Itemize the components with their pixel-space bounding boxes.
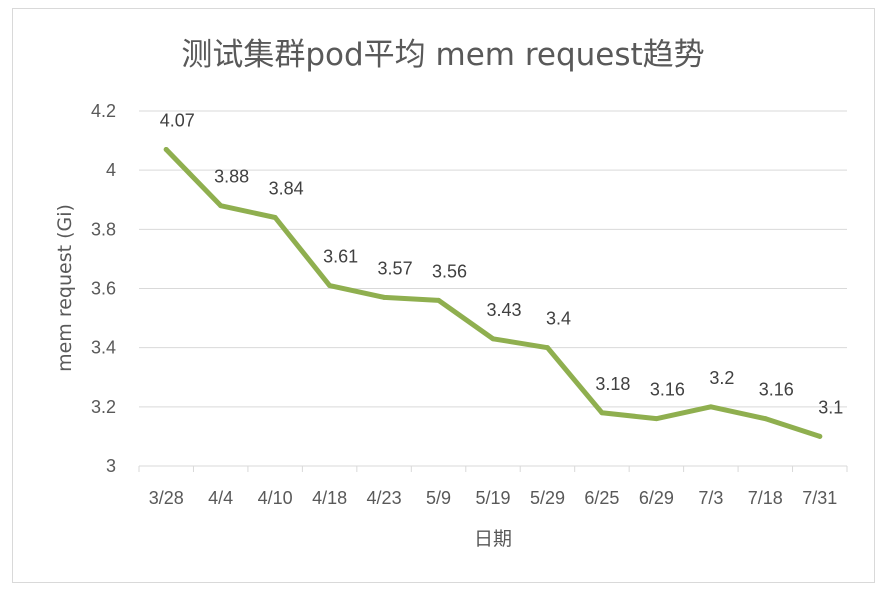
data-point (490, 336, 496, 342)
series-line (163, 146, 823, 439)
data-label: 3.16 (759, 380, 794, 400)
data-label: 3.88 (214, 167, 249, 187)
x-tick-label: 4/10 (258, 488, 293, 508)
x-tick-label: 7/31 (802, 488, 837, 508)
data-point (163, 146, 169, 152)
x-tick-label: 6/25 (584, 488, 619, 508)
data-point (436, 297, 442, 303)
x-tick-label: 6/29 (639, 488, 674, 508)
data-label: 3.57 (378, 258, 413, 278)
x-tick-label: 5/19 (475, 488, 510, 508)
data-label: 4.07 (160, 110, 195, 130)
data-label: 3.43 (486, 300, 521, 320)
data-point (272, 215, 278, 220)
data-point (381, 294, 387, 300)
data-point (708, 404, 714, 410)
y-tick-label: 3.6 (91, 279, 116, 299)
x-tick-label: 7/3 (698, 488, 723, 508)
data-label: 3.18 (595, 374, 630, 394)
y-tick-label: 4.2 (91, 101, 116, 121)
data-label: 3.56 (432, 261, 467, 281)
gridlines (139, 110, 847, 408)
x-axis (138, 465, 848, 472)
data-label: 3.61 (323, 247, 358, 267)
data-labels: 4.07 3.88 3.84 3.61 3.57 3.56 3.43 3.4 3.18 3.16 3… (160, 110, 844, 417)
x-tick-label: 4/18 (312, 488, 347, 508)
data-label: 3.2 (709, 368, 734, 388)
y-tick-label: 4 (106, 160, 116, 180)
x-tick-label: 4/23 (367, 488, 402, 508)
chart-title: 测试集群pod平均 mem request趋势 (181, 37, 704, 73)
data-point (544, 345, 550, 351)
y-tick-label: 3.8 (91, 219, 116, 239)
data-label: 3.1 (818, 397, 843, 417)
x-tick-label: 5/29 (530, 488, 565, 508)
x-axis-title: 日期 (474, 528, 512, 550)
data-point (653, 416, 659, 422)
x-tick-labels: 3/28 4/4 4/10 4/18 4/23 5/9 5/19 5/29 6/25 6/29 7/… (149, 488, 838, 508)
data-point (817, 433, 823, 439)
data-label: 3.16 (650, 380, 685, 400)
x-tick-label: 5/9 (426, 488, 451, 508)
y-axis-title: mem request (Gi) (54, 204, 76, 372)
y-tick-label: 3.4 (91, 338, 116, 358)
data-point (762, 416, 768, 422)
data-label: 3.4 (546, 309, 571, 329)
data-point (599, 410, 605, 416)
y-tick-label: 3.2 (91, 397, 116, 417)
x-tick-label: 7/18 (748, 488, 783, 508)
x-tick-label: 4/4 (208, 488, 233, 508)
chart-frame (12, 8, 875, 583)
series-lines (163, 146, 823, 439)
x-tick-label: 3/28 (149, 488, 184, 508)
data-point (327, 283, 333, 289)
y-tick-labels: 3 3.2 3.4 3.6 3.8 4 4.2 (91, 101, 116, 476)
data-point (218, 203, 224, 209)
data-label: 3.84 (269, 179, 304, 199)
y-tick-label: 3 (106, 456, 116, 476)
